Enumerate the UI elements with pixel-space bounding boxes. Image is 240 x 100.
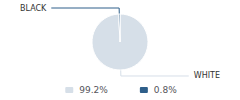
svg-text:BLACK: BLACK <box>20 4 47 13</box>
svg-text:99.2%: 99.2% <box>79 85 108 95</box>
svg-text:0.8%: 0.8% <box>154 85 177 95</box>
svg-text:WHITE: WHITE <box>194 71 220 80</box>
